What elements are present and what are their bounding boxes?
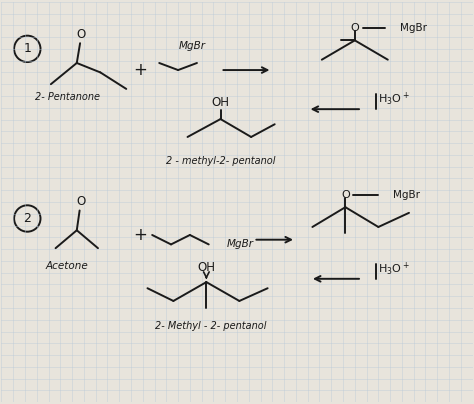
Text: H$_3$O$^+$: H$_3$O$^+$ xyxy=(378,261,410,278)
Text: MgBr: MgBr xyxy=(179,42,206,51)
Text: Acetone: Acetone xyxy=(46,261,89,271)
Text: 2: 2 xyxy=(23,212,31,225)
Text: 2- Pentanone: 2- Pentanone xyxy=(35,92,100,102)
Text: 1: 1 xyxy=(23,42,31,55)
Text: O: O xyxy=(76,28,86,41)
Text: 2- Methyl - 2- pentanol: 2- Methyl - 2- pentanol xyxy=(155,321,267,331)
Text: O: O xyxy=(350,23,359,33)
Text: MgBr: MgBr xyxy=(400,23,427,33)
Text: OH: OH xyxy=(197,261,215,274)
Text: MgBr: MgBr xyxy=(227,240,254,249)
Text: H$_3$O$^+$: H$_3$O$^+$ xyxy=(378,91,410,108)
Text: O: O xyxy=(341,190,350,200)
Text: MgBr: MgBr xyxy=(392,190,419,200)
Text: +: + xyxy=(134,61,147,79)
Text: +: + xyxy=(134,226,147,244)
Text: OH: OH xyxy=(211,96,229,109)
Text: 2 - methyl-2- pentanol: 2 - methyl-2- pentanol xyxy=(166,156,275,166)
Text: O: O xyxy=(76,196,85,208)
